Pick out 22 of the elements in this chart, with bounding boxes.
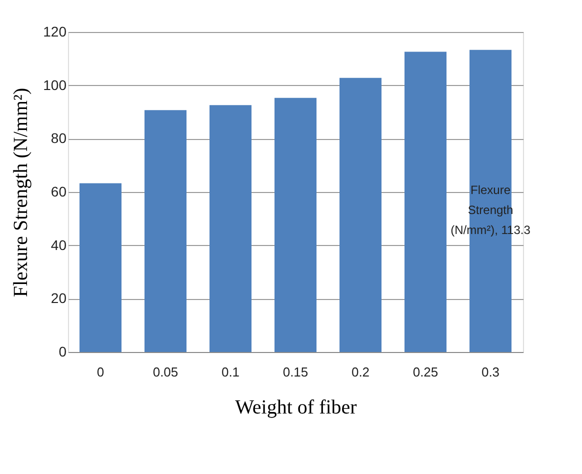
- bar: [80, 183, 122, 352]
- y-axis-title: Flexure Strength (N/mm²): [10, 88, 32, 298]
- y-tick-label: 40: [50, 236, 67, 253]
- bar: [404, 52, 446, 352]
- y-tick-label: 60: [50, 184, 67, 200]
- y-tick-label: 120: [43, 24, 67, 40]
- x-tick-label: 0: [96, 364, 104, 380]
- bar: [274, 98, 316, 352]
- bar: [340, 78, 382, 352]
- y-tick-label: 0: [58, 344, 67, 360]
- y-tick-label: 20: [50, 290, 67, 306]
- x-tick-label: 0.3: [481, 364, 500, 380]
- x-tick-label: 0.15: [282, 364, 308, 380]
- bar: [144, 110, 186, 352]
- x-tick-label: 0.25: [412, 364, 438, 380]
- x-axis-title: Weight of fiber: [235, 396, 358, 418]
- bar: [210, 105, 252, 352]
- y-tick-label: 100: [43, 76, 67, 93]
- x-tick-label: 0.05: [152, 364, 178, 380]
- y-tick-label: 80: [50, 130, 67, 146]
- x-tick-label: 0.2: [351, 364, 370, 380]
- x-tick-label: 0.1: [221, 364, 240, 380]
